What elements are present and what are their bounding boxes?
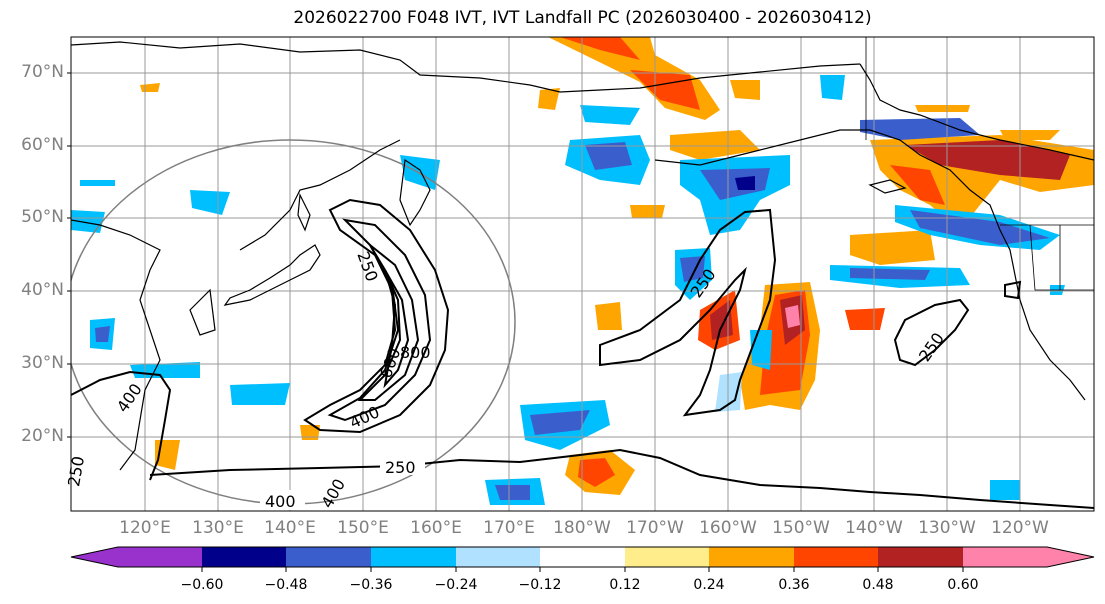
colorbar-segment-1 xyxy=(202,547,286,567)
colorbar-tick-label-7: 0.36 xyxy=(778,577,810,593)
lat-label-20n: 20°N xyxy=(21,426,64,446)
tick-marks xyxy=(67,72,71,438)
colorbar-tick-label-6: 0.24 xyxy=(693,577,725,593)
lon-label-160e: 160°E xyxy=(410,518,462,538)
contour-center xyxy=(599,208,777,417)
ivt-contours xyxy=(71,198,1094,509)
graticule xyxy=(71,37,1094,511)
lon-label-130e: 130°E xyxy=(192,518,244,538)
colorbar-segment-3 xyxy=(371,547,456,567)
colorbar-segment-6 xyxy=(625,547,709,567)
shade-center-pink xyxy=(785,305,800,328)
map-content xyxy=(71,37,1094,511)
lat-label-60n: 60°N xyxy=(21,135,64,155)
colorbar-tick-label-1: −0.48 xyxy=(264,577,308,593)
shade-blue-2b xyxy=(700,168,770,200)
colorbar-tick-label-4: −0.12 xyxy=(518,577,562,593)
map-frame xyxy=(70,36,1095,512)
shade-orange-small5 xyxy=(730,80,760,100)
lat-label-70n: 70°N xyxy=(21,62,64,82)
shade-orange-small9 xyxy=(155,440,180,470)
colorbar-tick-label-0: −0.60 xyxy=(180,577,224,593)
shade-orange-small4 xyxy=(630,70,700,110)
lon-label-180w: 180°W xyxy=(553,518,611,538)
lon-label-120e: 120°E xyxy=(119,518,171,538)
colorbar-segment-10 xyxy=(963,547,1047,567)
contour-label-800: 800 xyxy=(400,343,431,362)
shade-bc-red xyxy=(890,165,945,205)
lon-label-170w: 170°W xyxy=(626,518,684,538)
shade-blue-1b xyxy=(585,142,632,170)
colorbar-tick-label-2: −0.36 xyxy=(349,577,393,593)
shade-blue-13b xyxy=(95,326,110,342)
coastlines xyxy=(71,41,1094,471)
colorbar-tick-label-9: 0.60 xyxy=(947,577,979,593)
lon-label-150w: 150°W xyxy=(772,518,830,538)
contour-250-south xyxy=(149,448,1094,509)
shade-blue-15 xyxy=(580,105,640,125)
colorbar-tick-label-8: 0.48 xyxy=(862,577,894,593)
shade-gulf-darkred xyxy=(905,140,1070,180)
contour-kuroshio-600 xyxy=(357,244,420,401)
colorbar xyxy=(70,546,1095,572)
shade-orange-small2 xyxy=(670,130,760,160)
shade-blue-12 xyxy=(71,210,105,233)
shade-orange-small11 xyxy=(1000,130,1060,140)
colorbar-segment-8 xyxy=(794,547,878,567)
lon-label-150e: 150°E xyxy=(337,518,389,538)
shade-orange-small6 xyxy=(538,88,560,110)
shade-orange-small3 xyxy=(915,105,970,112)
negative-shading xyxy=(71,75,1065,505)
shade-east-orange2 xyxy=(845,308,885,330)
shade-blue-20 xyxy=(990,480,1020,500)
shade-blue-19 xyxy=(80,180,115,186)
colorbar-segment-9 xyxy=(878,547,963,567)
colorbar-tick-label-5: 0.12 xyxy=(609,577,641,593)
contour-250-main xyxy=(71,370,172,481)
contour-kuroshio-800 xyxy=(383,269,410,389)
borders xyxy=(865,37,1094,291)
shade-blue-2c xyxy=(735,176,755,190)
shade-orange-small8 xyxy=(300,425,320,440)
contour-small-1 xyxy=(1004,280,1022,300)
contour-label-400-south: 400 xyxy=(265,492,296,511)
shade-blue-4b xyxy=(910,210,1050,245)
lon-label-130w: 130°W xyxy=(918,518,976,538)
shade-alaska-red xyxy=(560,37,640,60)
shade-blue-9 xyxy=(230,383,290,405)
shade-orange-small10 xyxy=(630,205,665,218)
map-title: 2026022700 F048 IVT, IVT Landfall PC (20… xyxy=(293,8,872,28)
contour-label-250-south: 250 xyxy=(385,458,416,477)
shade-blue-16 xyxy=(820,75,845,100)
colorbar-segment-2 xyxy=(286,547,371,567)
shade-blue-3 xyxy=(860,118,980,140)
lat-label-40n: 40°N xyxy=(21,280,64,300)
shade-blue-5b xyxy=(850,268,930,280)
contour-east xyxy=(893,298,970,367)
colorbar-outline xyxy=(70,546,1095,568)
lon-label-140w: 140°W xyxy=(845,518,903,538)
lon-label-140e: 140°E xyxy=(264,518,316,538)
shade-blue-8b xyxy=(495,485,530,500)
colorbar-segment-4 xyxy=(456,547,540,567)
colorbar-tick-label-3: −0.24 xyxy=(434,577,478,593)
shade-west-darkred xyxy=(710,300,733,340)
lon-label-160w: 160°W xyxy=(699,518,757,538)
shade-blue-11 xyxy=(190,190,230,215)
colorbar-arrow-right xyxy=(1047,547,1094,567)
lat-label-30n: 30°N xyxy=(21,353,64,373)
lon-label-120w: 120°W xyxy=(991,518,1049,538)
shade-orange-small1 xyxy=(595,302,622,330)
colorbar-arrow-left xyxy=(71,547,118,567)
colorbar-segment-5 xyxy=(540,547,625,567)
positive-shading xyxy=(140,37,1094,495)
colorbar-segment-7 xyxy=(709,547,794,567)
colorbar-segment-0 xyxy=(118,547,202,567)
shade-pac-red xyxy=(578,458,615,487)
lat-label-50n: 50°N xyxy=(21,207,64,227)
lon-label-170e: 170°E xyxy=(483,518,535,538)
shade-blue-7b xyxy=(530,410,590,435)
shade-east-orange xyxy=(850,230,935,265)
